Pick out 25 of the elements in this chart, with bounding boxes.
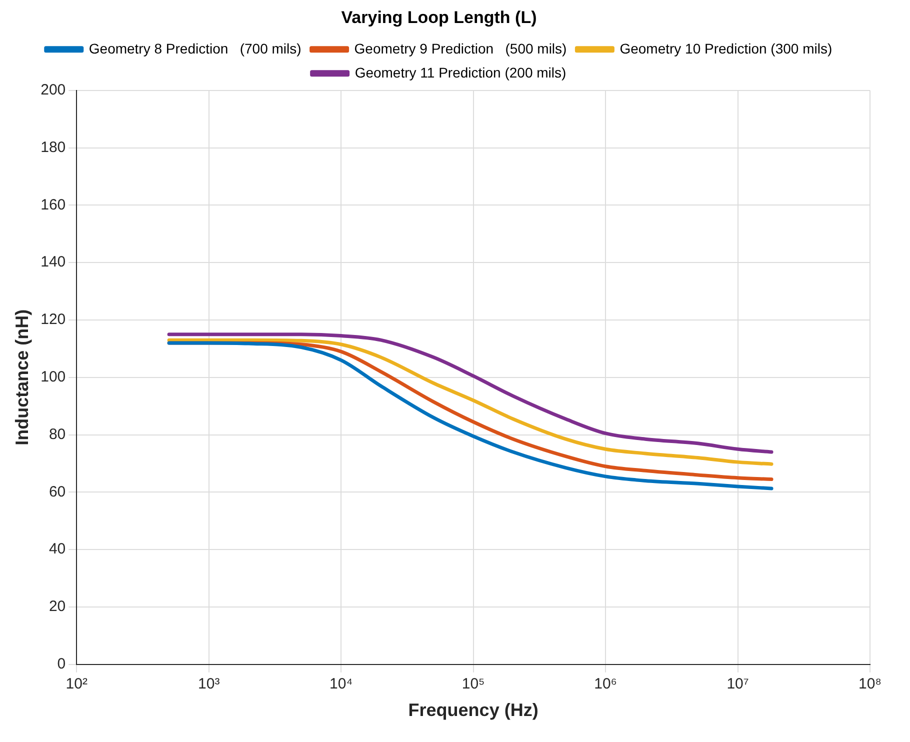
legend-label: Geometry 10 Prediction (300 mils) [620, 40, 832, 56]
x-tick-label: 10⁷ [726, 676, 749, 693]
y-tick-label: 120 [40, 311, 66, 328]
y-tick-label: 160 [40, 196, 66, 214]
x-tick-label: 10⁸ [858, 676, 882, 693]
x-tick-label: 10³ [198, 676, 220, 693]
y-tick-label: 40 [48, 540, 66, 558]
chart-title: Varying Loop Length (L) [341, 8, 537, 27]
x-tick-label: 10⁶ [594, 676, 617, 693]
y-tick-label: 20 [48, 598, 66, 616]
x-axis-title: Frequency (Hz) [408, 700, 538, 720]
x-tick-label: 10² [66, 676, 88, 693]
y-axis-title: Inductance (nH) [12, 309, 32, 446]
y-tick-label: 180 [40, 138, 66, 156]
x-tick-label: 10⁴ [330, 676, 353, 693]
legend-label: Geometry 9 Prediction (500 mils) [354, 40, 567, 56]
y-tick-label: 0 [57, 656, 66, 673]
legend-label: Geometry 8 Prediction (700 mils) [88, 40, 302, 56]
y-tick-label: 200 [40, 82, 66, 99]
legend-label: Geometry 11 Prediction (200 mils) [354, 64, 566, 80]
x-tick-label: 10⁵ [462, 676, 485, 693]
y-tick-label: 80 [48, 426, 66, 443]
y-tick-label: 140 [40, 254, 66, 271]
y-tick-label: 100 [40, 368, 66, 386]
y-tick-label: 60 [48, 483, 66, 500]
